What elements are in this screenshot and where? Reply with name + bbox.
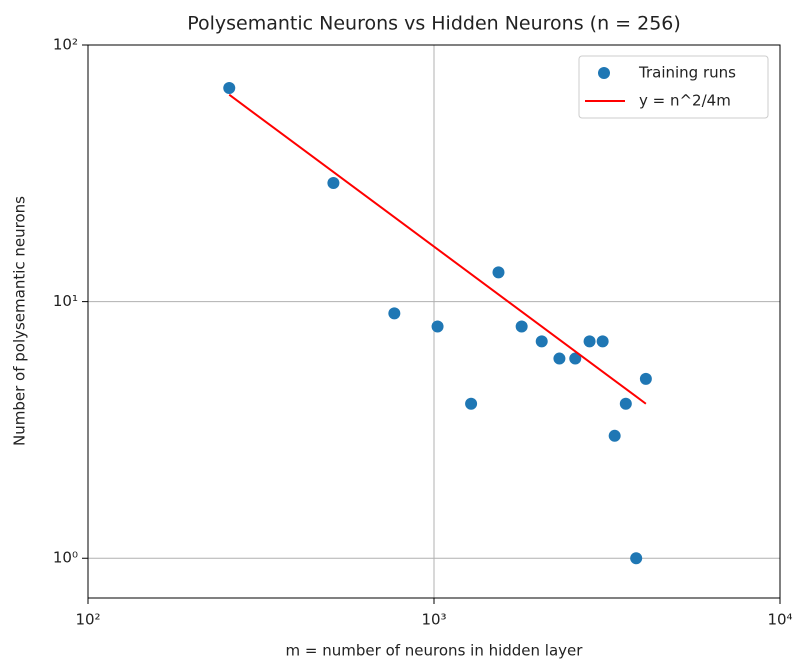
point — [596, 335, 609, 348]
chart-title: Polysemantic Neurons vs Hidden Neurons (… — [187, 13, 681, 35]
y-axis-label: Number of polysemantic neurons — [11, 196, 29, 446]
plot-frame — [87, 44, 781, 599]
y-tick-label: 10¹ — [53, 292, 78, 310]
point — [431, 320, 444, 333]
point — [465, 397, 478, 410]
point — [569, 352, 582, 365]
line — [228, 93, 647, 405]
x-tick-label: 10⁴ — [767, 611, 792, 629]
legend-box — [578, 55, 769, 119]
point — [583, 335, 596, 348]
point — [553, 352, 566, 365]
point — [388, 307, 401, 320]
point — [639, 372, 652, 385]
point — [492, 266, 505, 279]
point — [535, 335, 548, 348]
legend-swatch — [598, 67, 610, 79]
point — [223, 81, 236, 94]
point — [630, 552, 643, 565]
y-tick-label: 10⁰ — [53, 549, 78, 567]
y-tick-label: 10² — [53, 36, 78, 54]
legend-label: Training runs — [638, 64, 736, 82]
point — [619, 397, 632, 410]
point — [515, 320, 528, 333]
legend-label: y = n^2/4m — [639, 92, 731, 110]
x-axis-label: m = number of neurons in hidden layer — [286, 642, 584, 660]
point — [327, 176, 340, 189]
point — [608, 429, 621, 442]
x-tick-label: 10² — [75, 611, 100, 629]
x-tick-label: 10³ — [421, 611, 446, 629]
